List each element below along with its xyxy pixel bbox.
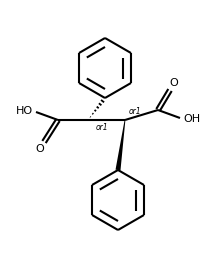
Text: or1: or1 bbox=[96, 122, 109, 132]
Text: or1: or1 bbox=[129, 106, 142, 116]
Text: O: O bbox=[36, 144, 44, 154]
Text: HO: HO bbox=[16, 106, 33, 116]
Text: O: O bbox=[170, 78, 178, 88]
Polygon shape bbox=[116, 120, 125, 170]
Text: OH: OH bbox=[184, 114, 201, 124]
